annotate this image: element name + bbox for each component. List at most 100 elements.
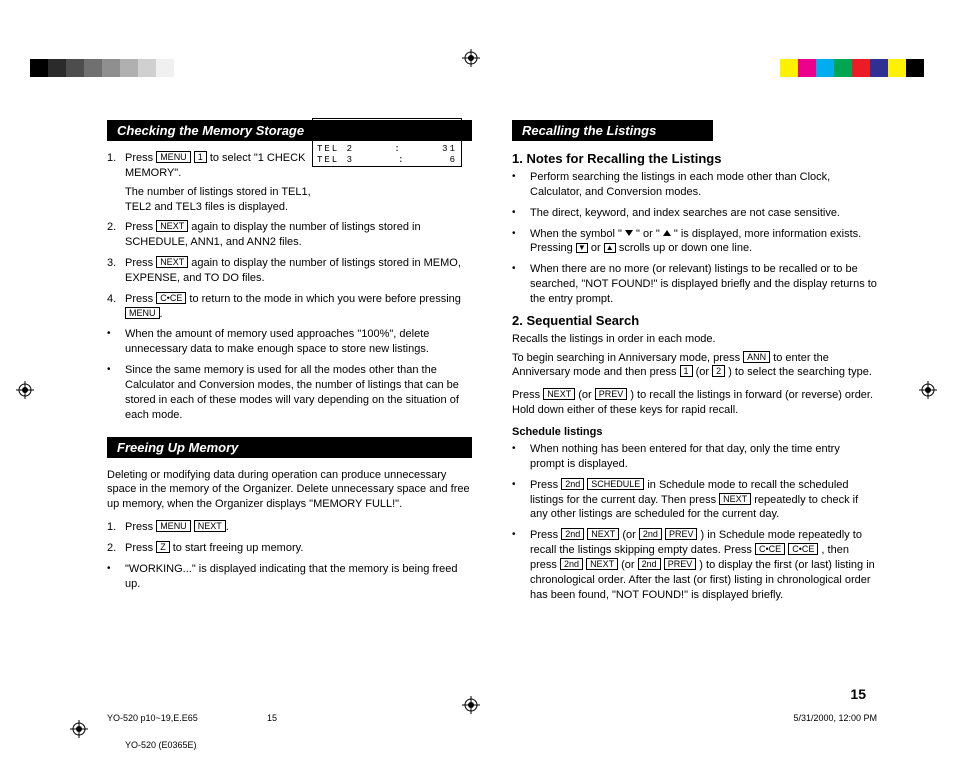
schedule-heading: Schedule listings <box>512 426 877 438</box>
text: Press <box>530 529 561 541</box>
key-cce: C•CE <box>788 543 818 555</box>
footer-file: YO-520 p10~19,E.E65 <box>107 713 267 723</box>
key-down-arrow: ▼ <box>576 243 588 253</box>
text: Press <box>125 293 156 305</box>
key-next: NEXT <box>543 388 575 400</box>
text: When nothing has been entered for that d… <box>530 443 840 470</box>
cb-swatch <box>30 59 48 77</box>
text: " or " <box>633 228 663 240</box>
fstep-1: 1. Press MENU NEXT. <box>125 520 472 535</box>
registration-mark-icon <box>462 49 480 67</box>
cb-swatch <box>834 59 852 77</box>
key-cce: C•CE <box>156 292 186 304</box>
step-2: 2. Press NEXT again to display the numbe… <box>125 220 472 250</box>
text: Press <box>512 389 543 401</box>
text: . <box>226 521 229 533</box>
subhead-sequential: 2. Sequential Search <box>512 313 877 328</box>
sb-1: •When nothing has been entered for that … <box>530 442 877 472</box>
text: ) to select the searching type. <box>725 366 872 378</box>
schedule-bullets: •When nothing has been entered for that … <box>530 442 877 602</box>
cb-left-pad <box>0 59 30 77</box>
text: Press <box>125 521 156 533</box>
seq-p2: Press NEXT (or PREV ) to recall the list… <box>512 388 877 418</box>
cb-swatch <box>120 59 138 77</box>
down-fat-arrow-icon <box>625 230 633 236</box>
text: The direct, keyword, and index searches … <box>530 207 840 219</box>
key-prev: PREV <box>595 388 628 400</box>
fstep-2: 2. Press Z to start freeing up memory. <box>125 541 472 556</box>
key-2nd: 2nd <box>561 528 584 540</box>
section-heading-recalling: Recalling the Listings <box>512 120 713 141</box>
text: (or <box>693 366 713 378</box>
key-up-arrow: ▲ <box>604 243 616 253</box>
registration-mark-icon <box>70 720 88 738</box>
key-prev: PREV <box>665 528 698 540</box>
footer-line-2: YO-520 (E0365E) <box>125 740 197 750</box>
cb-swatch <box>138 59 156 77</box>
lcd-header: 0% 100% <box>313 119 461 132</box>
check-memory-steps: 1. Press MENU 1 to select "1 CHECK MEMOR… <box>125 151 472 423</box>
lcd-pct-100: 100% <box>427 120 457 131</box>
nb-4: •When there are no more (or relevant) li… <box>530 262 877 307</box>
freeing-steps: 1. Press MENU NEXT. 2. Press Z to start … <box>125 520 472 591</box>
cb-swatch <box>780 59 798 77</box>
notes-bullets: •Perform searching the listings in each … <box>530 170 877 307</box>
text: The number of listings stored in TEL1, T… <box>125 185 312 215</box>
footer-page: 15 <box>267 713 337 723</box>
text: scrolls up or down one line. <box>616 242 752 254</box>
nb-2: •The direct, keyword, and index searches… <box>530 206 877 221</box>
key-menu: MENU <box>156 151 191 163</box>
key-next: NEXT <box>156 256 188 268</box>
left-column: Checking the Memory Storage 0% 100% TEL … <box>107 120 472 680</box>
freeing-intro: Deleting or modifying data during operat… <box>107 468 472 513</box>
key-prev: PREV <box>664 558 697 570</box>
key-cce: C•CE <box>755 543 785 555</box>
text: When the symbol " <box>530 228 625 240</box>
bullet-1: •When the amount of memory used approach… <box>125 327 472 357</box>
text: Since the same memory is used for all th… <box>125 364 459 421</box>
key-next: NEXT <box>194 520 226 532</box>
key-2nd: 2nd <box>561 478 584 490</box>
text: Press <box>125 152 156 164</box>
footer-date: 5/31/2000, 12:00 PM <box>337 713 877 723</box>
bullet-2: •Since the same memory is used for all t… <box>125 363 472 422</box>
cb-swatch <box>852 59 870 77</box>
lcd-pct-0: 0% <box>317 120 332 131</box>
cb-swatch <box>48 59 66 77</box>
page-number: 15 <box>850 686 866 702</box>
registration-mark-icon <box>919 381 937 399</box>
cb-swatch <box>906 59 924 77</box>
text: (or <box>575 389 595 401</box>
text: Press <box>125 542 156 554</box>
cb-right-pad <box>924 59 954 77</box>
registration-mark-icon <box>462 696 480 714</box>
cb-swatch <box>66 59 84 77</box>
cb-swatch <box>798 59 816 77</box>
text: (or <box>619 529 639 541</box>
up-fat-arrow-icon <box>663 230 671 236</box>
key-z: Z <box>156 541 170 553</box>
text: (or <box>618 559 638 571</box>
text: or <box>588 242 604 254</box>
cb-swatch <box>102 59 120 77</box>
key-1: 1 <box>194 151 207 163</box>
section-heading-freeing-memory: Freeing Up Memory <box>107 437 472 458</box>
key-1: 1 <box>680 365 693 377</box>
lcd-row: TEL 1:76 <box>313 133 461 144</box>
step-3: 3. Press NEXT again to display the numbe… <box>125 256 472 286</box>
step-1: 1. Press MENU 1 to select "1 CHECK MEMOR… <box>125 151 472 214</box>
key-ann: ANN <box>743 351 770 363</box>
cb-swatch <box>156 59 174 77</box>
step-4: 4. Press C•CE to return to the mode in w… <box>125 292 472 322</box>
text: "WORKING..." is displayed indicating tha… <box>125 563 457 590</box>
key-2: 2 <box>712 365 725 377</box>
key-2nd: 2nd <box>560 558 583 570</box>
seq-intro: Recalls the listings in order in each mo… <box>512 332 877 347</box>
key-2nd: 2nd <box>638 558 661 570</box>
key-2nd: 2nd <box>639 528 662 540</box>
cb-grayscale-group <box>30 59 174 77</box>
key-menu: MENU <box>125 307 160 319</box>
key-next: NEXT <box>586 558 618 570</box>
text: to return to the mode in which you were … <box>186 293 461 305</box>
text: Press <box>530 479 561 491</box>
